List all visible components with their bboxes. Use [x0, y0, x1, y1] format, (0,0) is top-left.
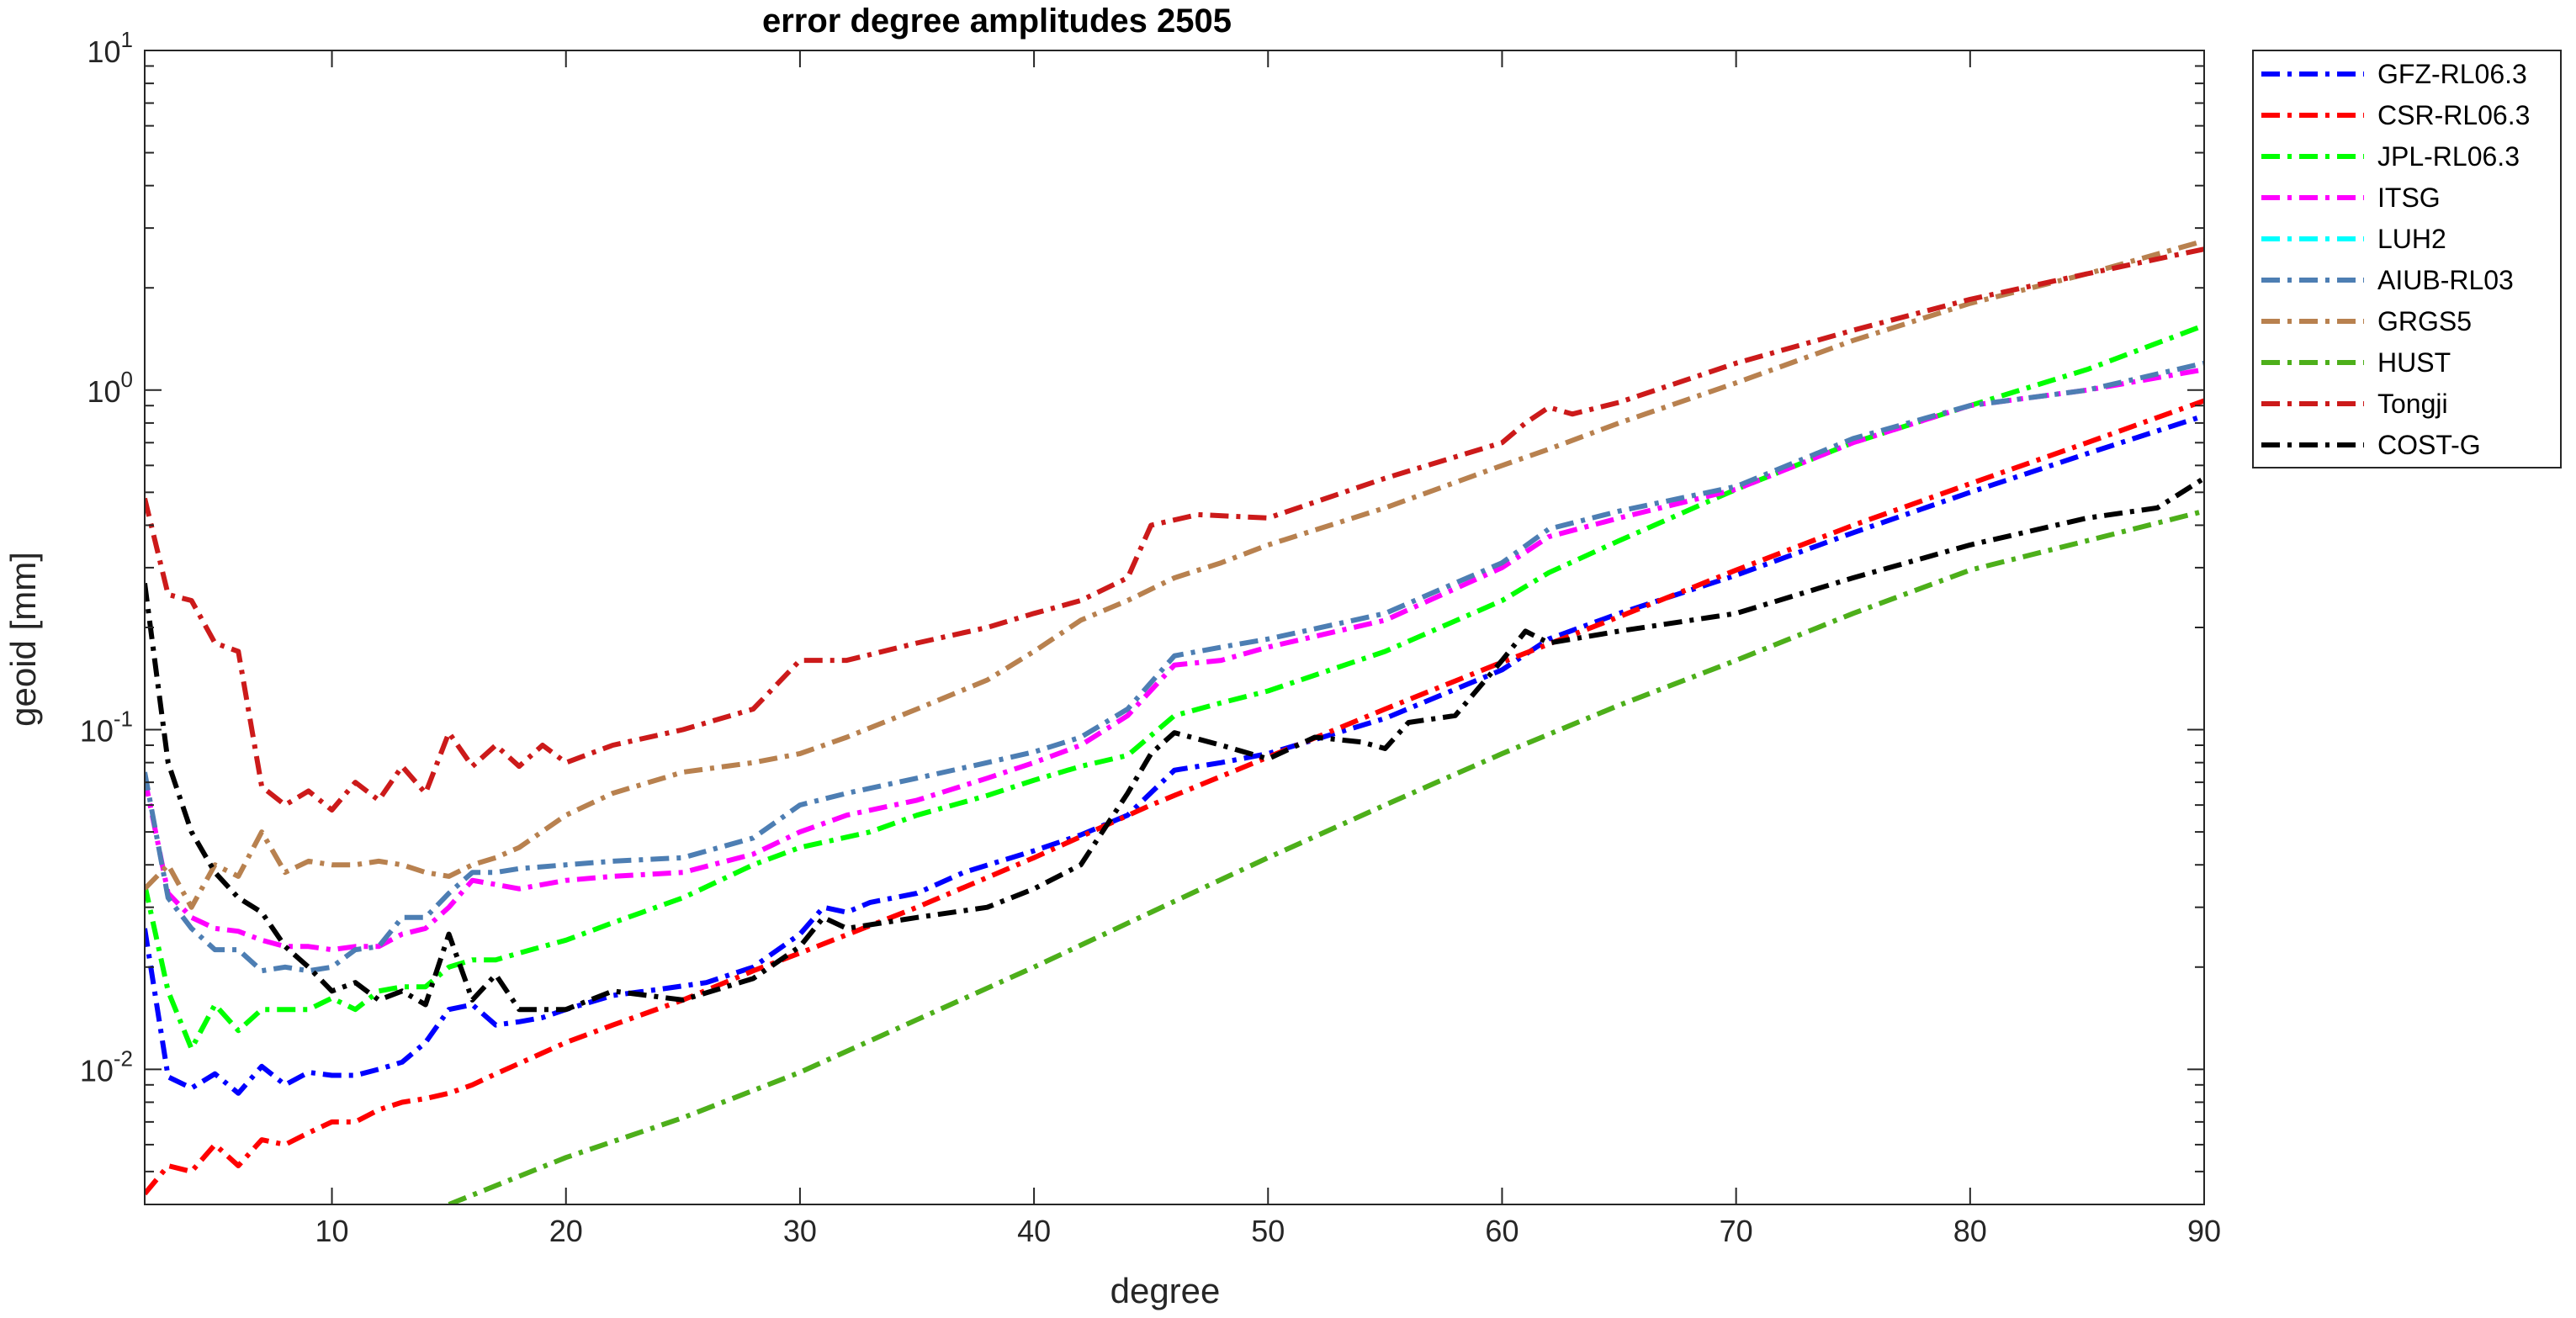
legend-item-grgs5: GRGS5	[2261, 306, 2472, 336]
legend-item-hust: HUST	[2261, 347, 2451, 378]
series-layer	[145, 238, 2204, 1204]
x-tick-label: 20	[549, 1214, 583, 1248]
chart-title: error degree amplitudes 2505	[762, 3, 1232, 40]
y-tick-label: 100	[87, 367, 133, 409]
plot-area	[145, 50, 2204, 1204]
y-tick-label: 10-1	[80, 707, 133, 749]
x-tick-label: 60	[1485, 1214, 1519, 1248]
legend-label: GRGS5	[2377, 306, 2472, 336]
legend-label: COST-G	[2377, 430, 2481, 460]
series-line-cost-g	[145, 476, 2204, 1013]
x-tick-label: 30	[783, 1214, 817, 1248]
series-line-tongji	[145, 246, 2204, 813]
legend-label: JPL-RL06.3	[2377, 141, 2520, 172]
legend-label: LUH2	[2377, 224, 2446, 254]
y-tick-label: 101	[87, 27, 133, 69]
legend-label: AIUB-RL03	[2377, 265, 2514, 295]
legend-item-csr-rl06-3: CSR-RL06.3	[2261, 100, 2530, 130]
legend-item-jpl-rl06-3: JPL-RL06.3	[2261, 141, 2520, 172]
series-line-aiub-rl03	[145, 360, 2204, 974]
series-line-gfz-rl06-3	[145, 413, 2204, 1096]
legend-label: HUST	[2377, 347, 2451, 378]
series-line-jpl-rl06-3	[145, 323, 2204, 1051]
y-axis-title: geoid [mm]	[3, 552, 43, 727]
legend-entries: GFZ-RL06.3 CSR-RL06.3 JPL-RL06.3 ITSG LUH2 AI…	[2261, 59, 2530, 460]
legend-item-luh2: LUH2	[2261, 224, 2446, 254]
legend-item-itsg: ITSG	[2261, 183, 2441, 213]
series-line-grgs5	[145, 238, 2204, 910]
legend-label: GFZ-RL06.3	[2377, 59, 2527, 89]
series-line-itsg	[145, 367, 2204, 953]
x-tick-label: 40	[1017, 1214, 1051, 1248]
x-tick-label: 90	[2187, 1214, 2221, 1248]
legend-item-aiub-rl03: AIUB-RL03	[2261, 265, 2514, 295]
x-tick-label: 10	[315, 1214, 349, 1248]
y-tick-label: 10-2	[80, 1045, 133, 1088]
x-tick-label: 70	[1720, 1214, 1753, 1248]
legend-box	[2252, 50, 2562, 468]
x-axis-title: degree	[1110, 1271, 1221, 1310]
legend: GFZ-RL06.3 CSR-RL06.3 JPL-RL06.3 ITSG LUH2 AI…	[2252, 50, 2562, 468]
legend-label: CSR-RL06.3	[2377, 100, 2530, 130]
legend-item-gfz-rl06-3: GFZ-RL06.3	[2261, 59, 2527, 89]
legend-label: Tongji	[2377, 389, 2448, 419]
x-tick-label: 50	[1251, 1214, 1285, 1248]
legend-item-cost-g: COST-G	[2261, 430, 2481, 460]
series-line-hust	[448, 508, 2204, 1204]
legend-label: ITSG	[2377, 183, 2441, 213]
x-tick-label: 80	[1953, 1214, 1987, 1248]
axis-ticks: 10 20 30 40 50 60 70 80 90 10-2 10-1 100 101	[80, 27, 2221, 1248]
legend-item-tongji: Tongji	[2261, 389, 2448, 419]
